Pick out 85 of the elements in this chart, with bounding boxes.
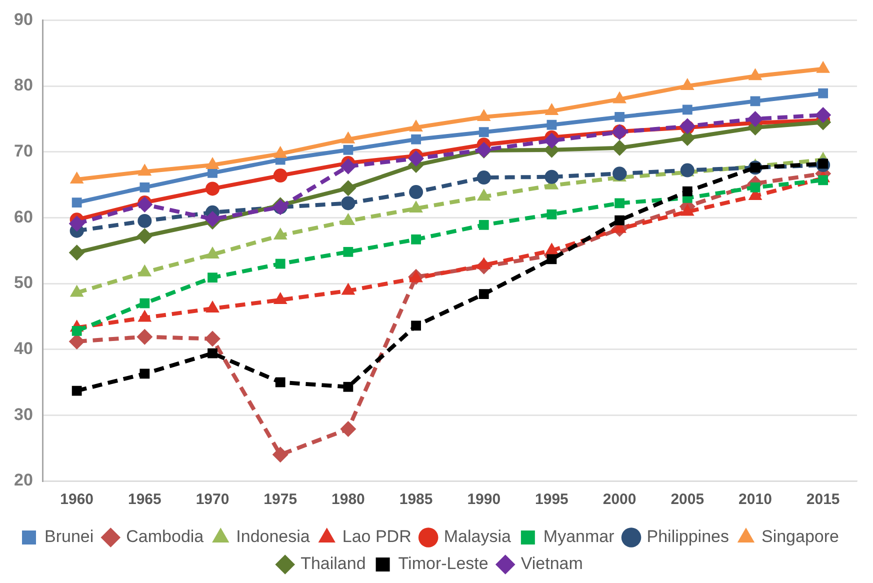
point xyxy=(68,216,85,232)
legend-label: Vietnam xyxy=(520,554,583,574)
y-tick-label: 50 xyxy=(14,273,33,292)
point xyxy=(679,130,696,146)
point xyxy=(546,209,557,220)
point xyxy=(136,228,153,244)
point xyxy=(747,110,764,127)
point xyxy=(476,170,491,185)
point xyxy=(612,166,627,181)
point xyxy=(343,382,354,392)
point xyxy=(206,182,220,196)
point xyxy=(208,348,218,358)
y-tick-label: 20 xyxy=(14,470,33,490)
point xyxy=(272,446,288,463)
legend-label: Singapore xyxy=(761,527,840,546)
point xyxy=(614,198,625,208)
point xyxy=(750,96,760,106)
legend-label: Thailand xyxy=(300,554,366,574)
point xyxy=(408,150,424,166)
point xyxy=(341,196,356,210)
point xyxy=(68,244,85,261)
point xyxy=(546,254,557,264)
point xyxy=(136,196,153,213)
point xyxy=(818,88,828,98)
legend-label: Myanmar xyxy=(543,527,615,546)
x-tick-label: 1980 xyxy=(332,491,365,508)
point xyxy=(340,158,356,174)
point xyxy=(478,289,489,299)
legend-label: Indonesia xyxy=(236,527,310,546)
legend-label: Timor-Leste xyxy=(398,554,488,574)
point xyxy=(544,170,559,184)
point xyxy=(273,168,288,183)
y-tick-label: 60 xyxy=(14,207,33,226)
point xyxy=(544,132,560,149)
point xyxy=(411,234,421,244)
x-tick-label: 1965 xyxy=(128,491,162,508)
legend-label: Cambodia xyxy=(126,527,204,546)
legend-label: Philippines xyxy=(646,527,730,546)
point xyxy=(612,140,628,156)
point xyxy=(478,127,489,138)
point xyxy=(818,175,828,186)
point xyxy=(204,330,221,347)
point xyxy=(275,377,286,388)
y-tick-label: 30 xyxy=(14,404,33,424)
y-tick-label: 70 xyxy=(14,142,33,161)
point xyxy=(409,185,424,200)
point xyxy=(140,182,150,192)
y-tick-label: 40 xyxy=(14,339,33,358)
x-tick-label: 2010 xyxy=(738,491,772,508)
point xyxy=(140,298,150,308)
x-tick-label: 1975 xyxy=(264,491,298,508)
x-tick-label: 2000 xyxy=(602,491,636,508)
legend-label: Malaysia xyxy=(444,527,512,546)
x-tick-label: 1960 xyxy=(60,491,94,508)
point xyxy=(138,214,152,228)
point xyxy=(682,104,692,115)
point xyxy=(546,120,557,130)
point xyxy=(411,320,421,331)
legend-label: Brunei xyxy=(44,527,94,546)
x-tick-label: 2015 xyxy=(806,491,840,508)
point xyxy=(343,144,354,155)
point xyxy=(750,182,760,192)
point xyxy=(343,246,354,257)
point xyxy=(340,420,356,437)
point xyxy=(140,368,150,379)
x-tick-label: 1985 xyxy=(399,491,433,508)
y-tick-label: 90 xyxy=(14,10,33,29)
y-tick-label: 80 xyxy=(14,76,33,95)
point xyxy=(275,258,286,269)
point xyxy=(208,272,218,283)
point xyxy=(72,386,82,396)
x-tick-label: 1970 xyxy=(196,491,230,508)
point xyxy=(682,186,692,196)
x-tick-label: 1990 xyxy=(467,491,501,508)
point xyxy=(478,220,489,230)
point xyxy=(136,328,153,345)
point xyxy=(411,134,421,144)
x-tick-label: 2005 xyxy=(670,491,704,508)
x-tick-label: 1995 xyxy=(535,491,568,508)
legend-label: Lao PDR xyxy=(342,527,412,546)
point xyxy=(815,106,832,123)
point xyxy=(340,180,356,196)
point xyxy=(614,112,625,122)
point xyxy=(72,198,82,208)
point xyxy=(614,215,625,226)
